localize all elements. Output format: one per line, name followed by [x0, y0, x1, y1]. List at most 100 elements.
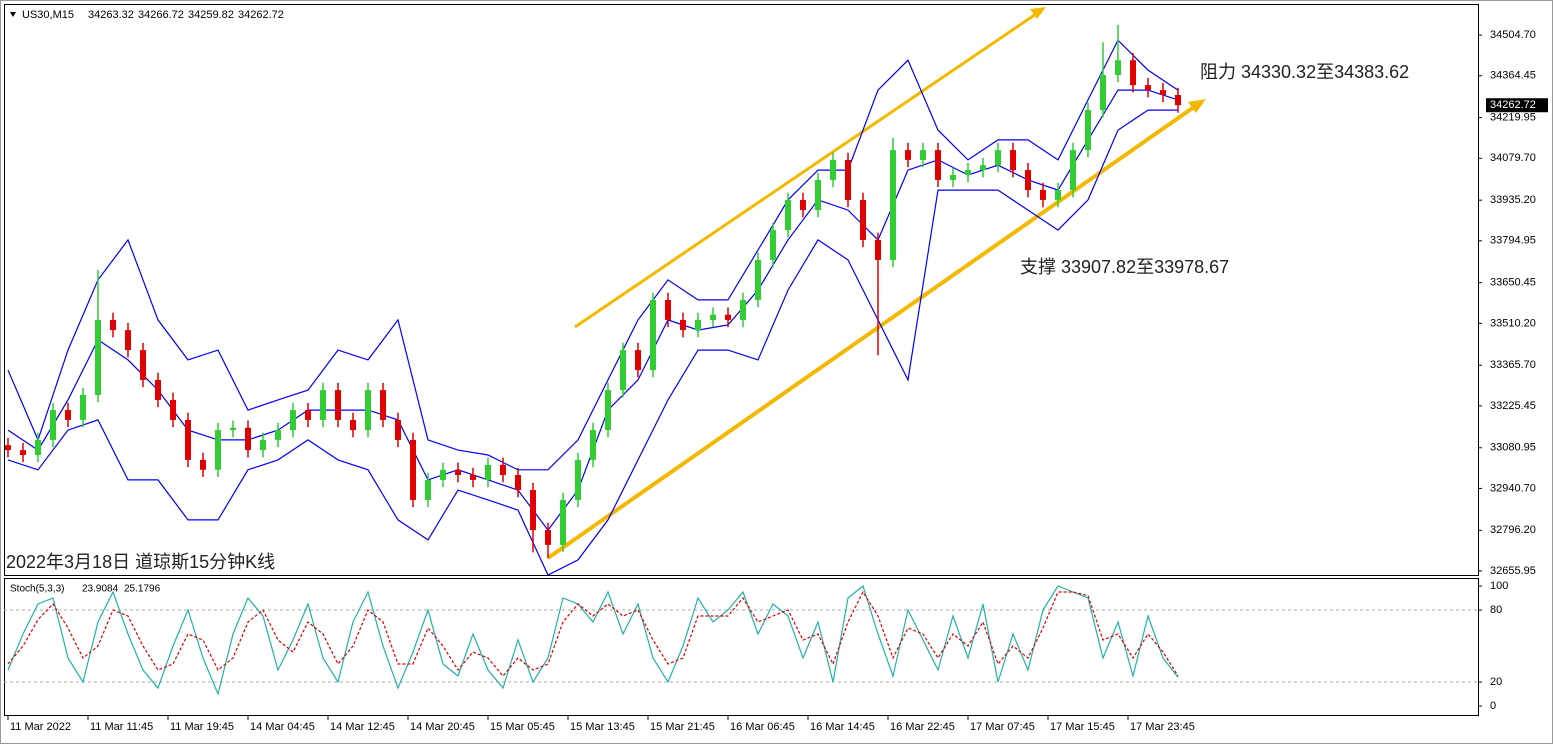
candle-body [515, 475, 521, 491]
y-tick-label: 0 [1490, 700, 1496, 712]
x-tick-label: 16 Mar 22:45 [890, 721, 955, 733]
candle-body [710, 314, 716, 320]
header-ohlc: 34263.32 [88, 9, 134, 21]
candle-body [500, 464, 506, 476]
candle-body [875, 239, 881, 260]
candle-body [590, 430, 596, 460]
arrow-head [1188, 99, 1206, 113]
candle-body [20, 450, 26, 456]
candle-body [950, 175, 956, 180]
band-upper [7, 39, 1179, 471]
candle-body [530, 490, 536, 531]
y-tick-label: 34079.70 [1490, 152, 1536, 164]
candle-body [800, 199, 806, 211]
candle-body [1010, 150, 1016, 171]
candle-body [920, 150, 926, 160]
candle-body [350, 419, 356, 431]
candle-body [560, 499, 566, 545]
candle-body [1070, 150, 1076, 191]
candle-body [935, 150, 941, 180]
x-tick-label: 15 Mar 05:45 [490, 721, 555, 733]
candle-body [65, 410, 71, 420]
y-tick-label: 34219.95 [1490, 112, 1536, 124]
x-tick-label: 11 Mar 11:45 [90, 721, 153, 733]
y-tick-label: 34504.70 [1490, 29, 1536, 41]
candle-body [635, 350, 641, 371]
x-tick-label: 14 Mar 04:45 [250, 721, 315, 733]
candle-body [275, 430, 281, 440]
y-tick-label: 33080.95 [1490, 442, 1536, 454]
stoch-signal [7, 590, 1179, 677]
symbol: US30,M15 [22, 9, 74, 21]
candle-body [1085, 110, 1091, 151]
candle-body [830, 159, 836, 180]
y-tick-label: 32796.20 [1490, 524, 1536, 536]
candle-body [980, 165, 986, 171]
candle-body [845, 159, 851, 200]
candle-body [1175, 95, 1181, 106]
candle-body [380, 390, 386, 420]
y-tick-label: 34364.45 [1490, 70, 1536, 82]
stoch-panel [4, 578, 1479, 716]
candle-body [665, 299, 671, 320]
stoch-title: Stoch(5,3,3) [10, 584, 64, 595]
x-tick-label: 11 Mar 19:45 [170, 721, 234, 733]
candle-body [1115, 60, 1121, 76]
x-tick-label: 17 Mar 07:45 [970, 721, 1035, 733]
stoch-signal-value: 25.1796 [124, 584, 161, 595]
y-tick-label: 80 [1490, 604, 1502, 616]
candle-body [155, 379, 161, 400]
candle-body [860, 199, 866, 240]
y-tick-label: 100 [1490, 580, 1508, 592]
x-tick-label: 16 Mar 14:45 [810, 721, 875, 733]
candle-body [695, 319, 701, 331]
candle-body [455, 469, 461, 476]
main-panel [4, 4, 1479, 576]
price-tag [1486, 98, 1548, 113]
candle-body [1160, 90, 1166, 96]
candle-body [230, 427, 236, 431]
candle-body [335, 390, 341, 420]
stoch-main-value: 23.9084 [82, 584, 119, 595]
candle-body [290, 410, 296, 431]
candle-body [80, 395, 86, 420]
candle-body [770, 230, 776, 260]
candle-body [1130, 60, 1136, 86]
trend-line [574, 12, 1037, 329]
candle-body [995, 150, 1001, 166]
annotation: 阻力 34330.32至34383.62 [1200, 62, 1409, 82]
trend-line [546, 105, 1196, 560]
candle-body [410, 439, 416, 500]
x-tick-label: 14 Mar 20:45 [410, 721, 475, 733]
menu-triangle[interactable] [10, 12, 16, 17]
candle-body [200, 459, 206, 470]
candle-body [545, 530, 551, 545]
candle-body [215, 430, 221, 470]
candle-body [50, 410, 56, 440]
annotation: 支撑 33907.82至33978.67 [1020, 257, 1229, 277]
candle-body [965, 170, 971, 176]
x-tick-label: 14 Mar 12:45 [330, 721, 395, 733]
candle-body [95, 319, 101, 396]
x-tick-label: 17 Mar 23:45 [1130, 721, 1195, 733]
candle-body [650, 299, 656, 371]
y-tick-label: 33935.20 [1490, 194, 1536, 206]
x-tick-label: 17 Mar 15:45 [1050, 721, 1115, 733]
candle-body [680, 319, 686, 331]
candle-body [425, 479, 431, 500]
candle-body [260, 439, 266, 451]
candle-body [170, 399, 176, 420]
header-ohlc: 34266.72 [138, 9, 184, 21]
y-tick-label: 33225.45 [1490, 400, 1536, 412]
candle-body [5, 445, 11, 451]
arrow-head [1030, 7, 1046, 19]
candle-body [110, 319, 116, 331]
candle-body [125, 330, 131, 351]
candle-body [245, 427, 251, 451]
candle-body [890, 150, 896, 260]
annotation: 2022年3月18日 道琼斯15分钟K线 [6, 552, 275, 572]
candle-body [755, 259, 761, 300]
candle-body [185, 419, 191, 460]
candle-body [305, 410, 311, 420]
candle-body [620, 350, 626, 391]
